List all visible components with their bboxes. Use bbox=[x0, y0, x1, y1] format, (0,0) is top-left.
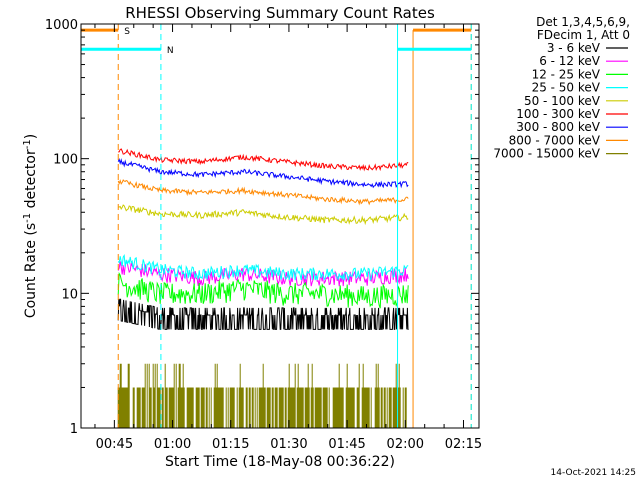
x-tick-label-5: 01:45 bbox=[328, 437, 365, 452]
x-tick-label-3: 01:15 bbox=[212, 437, 249, 452]
marker-s-label: S bbox=[124, 27, 130, 37]
legend: Det 1,3,4,5,6,9, FDecim 1, Att 0 3 - 6 k… bbox=[493, 15, 630, 161]
footer-timestamp: 14-Oct-2021 14:25 bbox=[551, 468, 636, 478]
plot-series bbox=[117, 148, 409, 428]
series-300-800-kev-line bbox=[117, 158, 409, 189]
y-tick-label-3: 100 bbox=[53, 153, 78, 168]
series-50-100-kev-line bbox=[118, 204, 409, 226]
x-tick-label-7: 02:15 bbox=[445, 437, 482, 452]
x-tick-label-2: 01:00 bbox=[154, 437, 191, 452]
x-tick-label-4: 01:30 bbox=[270, 437, 307, 452]
x-tick-label-1: 00:45 bbox=[96, 437, 133, 452]
legend-entry-1-label: 3 - 6 keV bbox=[547, 41, 601, 55]
plot-frame bbox=[80, 23, 480, 429]
legend-header-line-2: FDecim 1, Att 0 bbox=[537, 28, 630, 42]
x-tick-label-6: 02:00 bbox=[387, 437, 424, 452]
legend-entry-9-label: 7000 - 15000 keV bbox=[493, 147, 600, 161]
legend-entry-2-label: 6 - 12 keV bbox=[539, 54, 601, 68]
series-100-300-kev-line bbox=[118, 148, 409, 172]
series-12-25-kev-line bbox=[117, 271, 409, 309]
series-6-12-kev-line bbox=[117, 260, 409, 287]
y-tick-label-1: 1 bbox=[70, 422, 78, 437]
legend-entry-4-label: 25 - 50 keV bbox=[532, 81, 601, 95]
series-3-6-kev-line bbox=[117, 298, 409, 330]
legend-entry-5-label: 50 - 100 keV bbox=[524, 94, 601, 108]
y-tick-label-2: 10 bbox=[61, 287, 78, 302]
legend-entry-8-label: 800 - 7000 keV bbox=[509, 133, 601, 147]
chart-title: RHESSI Observing Summary Count Rates bbox=[125, 4, 435, 22]
legend-entry-7-label: 300 - 800 keV bbox=[516, 120, 600, 134]
x-axis-label: Start Time (18-May-08 00:36:22) bbox=[165, 454, 395, 470]
series-25-50-kev-line bbox=[117, 254, 409, 282]
legend-header-line-1: Det 1,3,4,5,6,9, bbox=[536, 15, 630, 29]
marker-n-label: N bbox=[167, 46, 174, 56]
plot-markers: SN bbox=[80, 24, 472, 428]
series-800-7000-kev-line bbox=[117, 179, 409, 206]
y-axis-label: Count Rate (s-1 detector-1) bbox=[22, 134, 40, 318]
y-tick-label-4: 1000 bbox=[45, 18, 78, 33]
legend-entry-6-label: 100 - 300 keV bbox=[516, 107, 600, 121]
legend-entry-3-label: 12 - 25 keV bbox=[532, 67, 601, 81]
axis-ticks: 00:45 01:00 01:15 01:30 01:45 02:00 02:15 1 10 10… bbox=[45, 18, 482, 452]
